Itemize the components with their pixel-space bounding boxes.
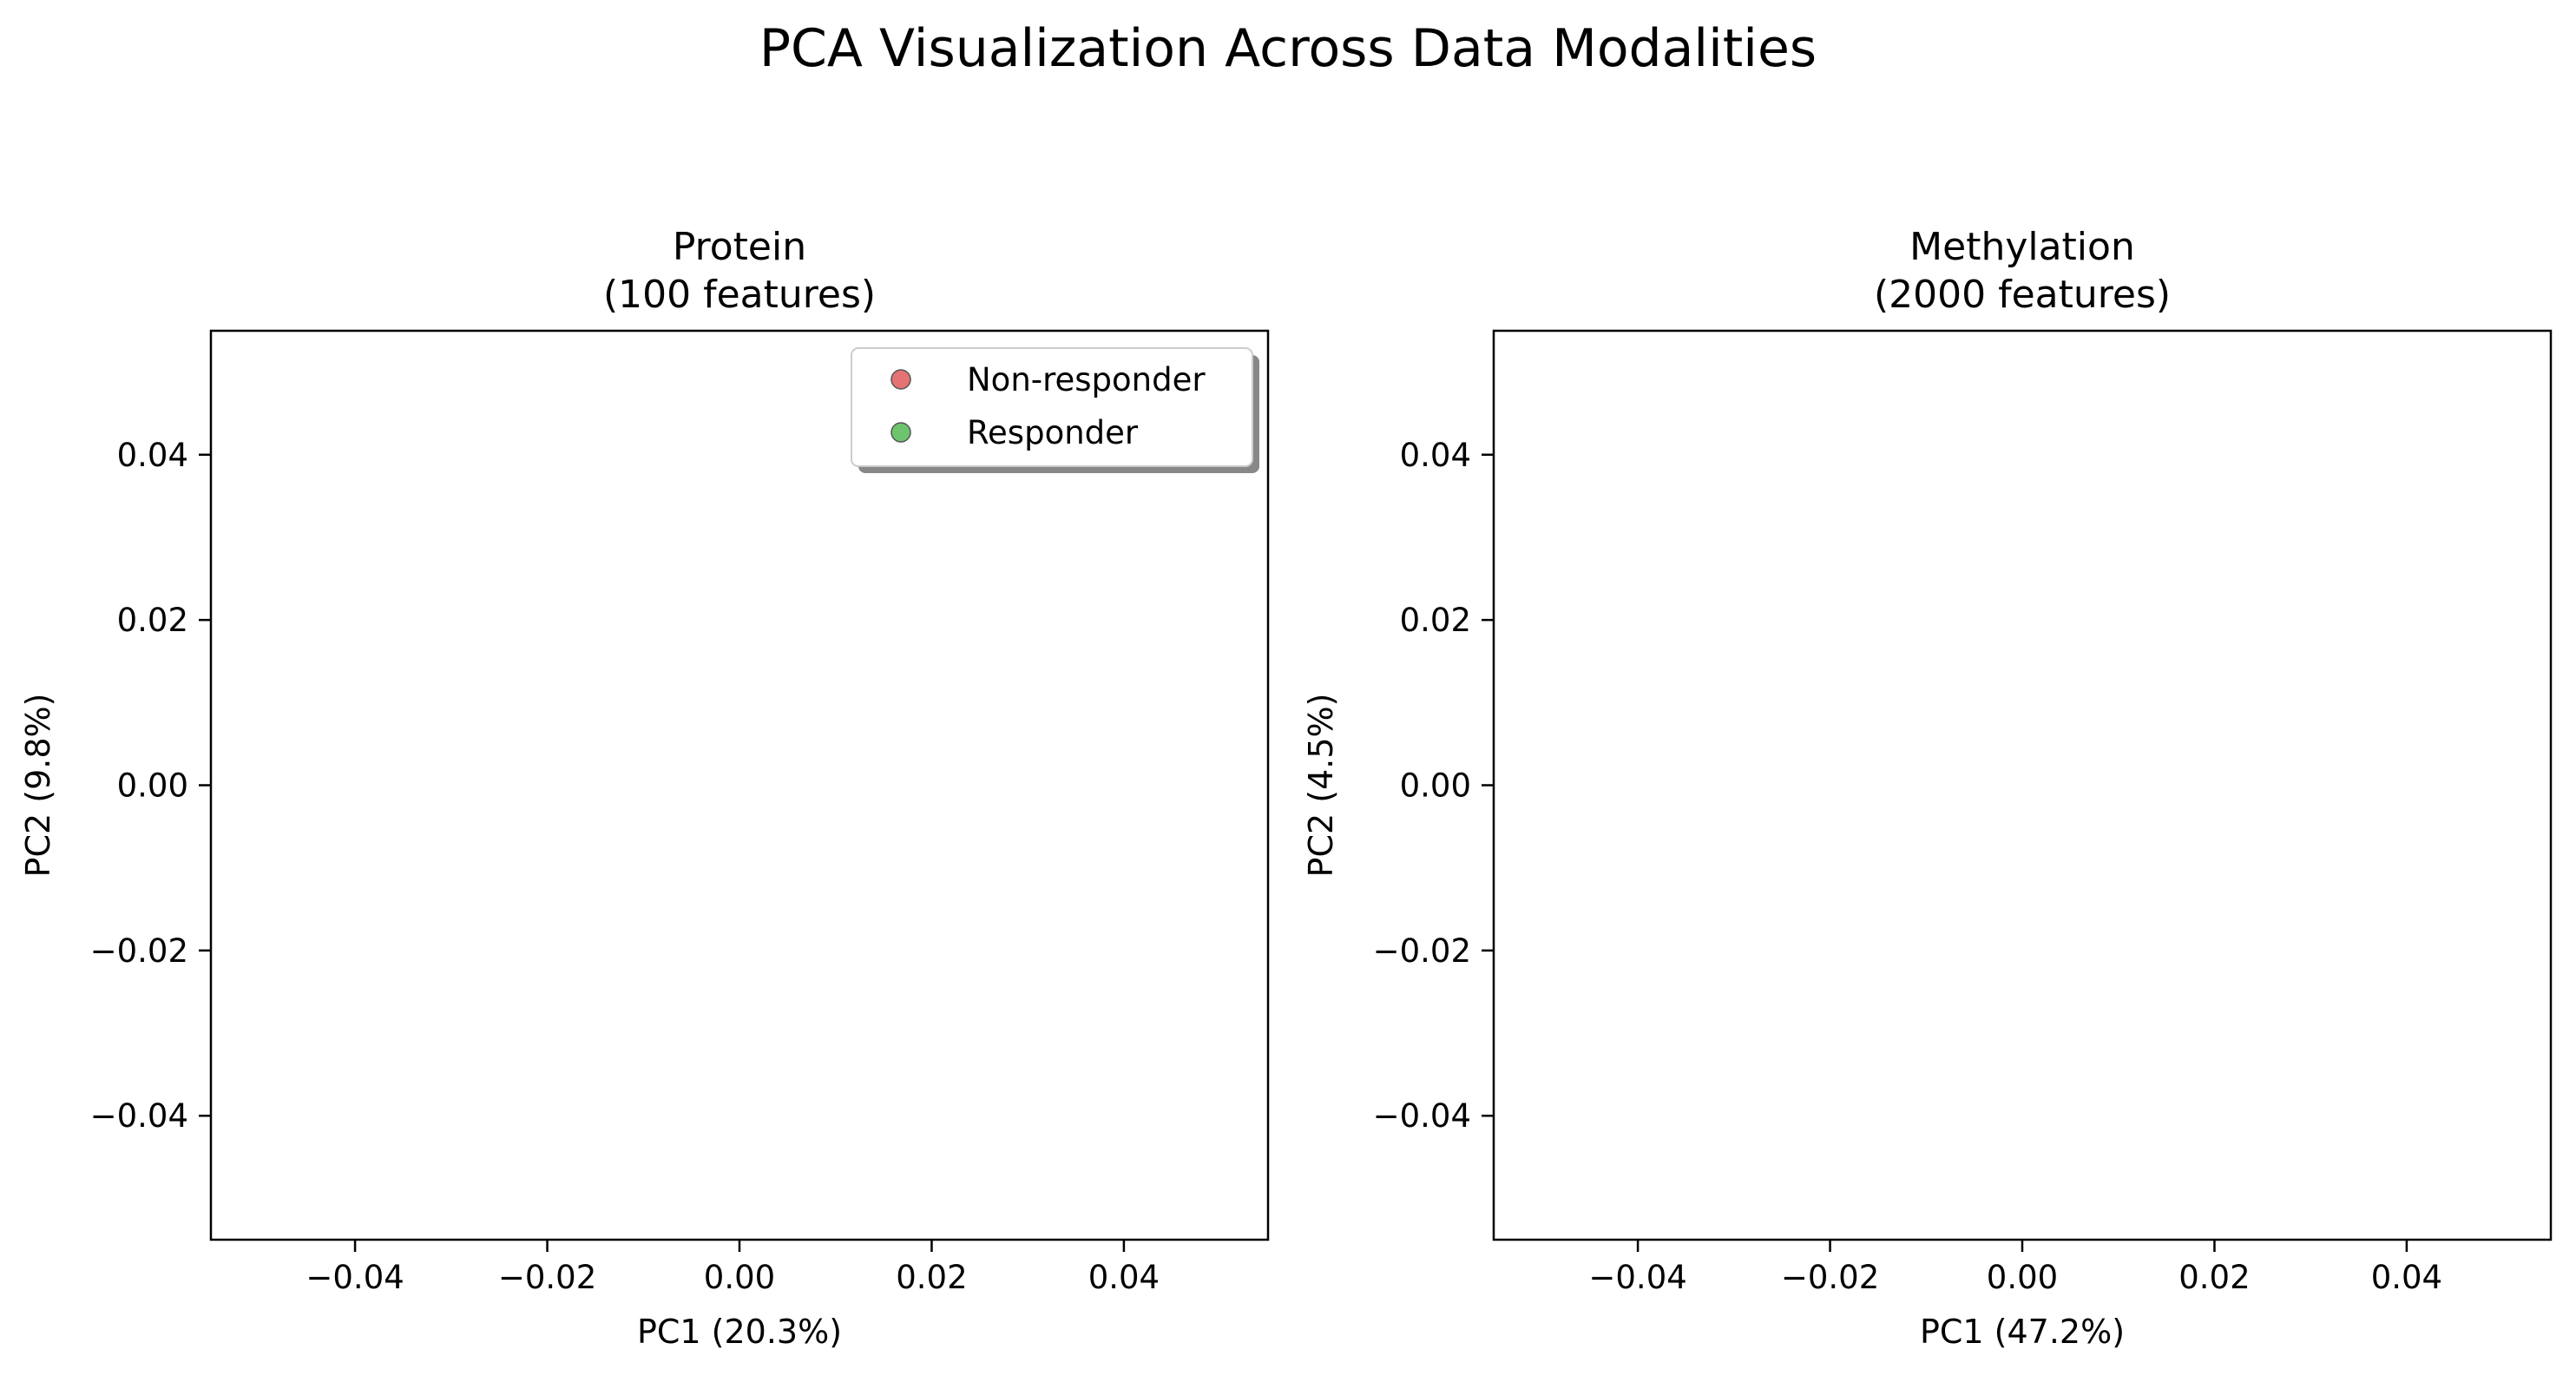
legend-marker: [890, 369, 911, 390]
y-tick-label: −0.04: [1373, 1097, 1471, 1135]
x-tick-label: −0.04: [1588, 1259, 1686, 1296]
y-axis-label: PC2 (9.8%): [19, 694, 57, 878]
legend-label: Responder: [967, 414, 1139, 451]
plot-area-frame: [1492, 329, 2553, 1241]
y-tick-label: 0.00: [1400, 767, 1471, 805]
x-tick-label: −0.02: [1781, 1259, 1879, 1296]
legend: Non-responder Responder: [851, 347, 1259, 473]
figure-title: PCA Visualization Across Data Modalities: [759, 18, 1817, 79]
panel-title: Protein (100 features): [603, 225, 876, 317]
y-tick-label: −0.04: [90, 1097, 188, 1135]
y-tick-label: 0.04: [1400, 437, 1471, 474]
panel-title-line: Protein: [673, 225, 806, 269]
legend-label: Non-responder: [967, 361, 1206, 398]
x-tick-label: 0.04: [2371, 1259, 2442, 1296]
x-tick-label: 0.04: [1088, 1259, 1160, 1296]
x-axis-label: PC1 (20.3%): [637, 1313, 842, 1351]
x-tick-label: 0.02: [2178, 1259, 2250, 1296]
y-tick-label: 0.04: [117, 437, 188, 474]
panel-title-line: Methylation: [1909, 225, 2135, 269]
legend-marker: [890, 422, 911, 443]
y-tick-label: 0.02: [117, 602, 188, 639]
x-tick-label: −0.02: [498, 1259, 596, 1296]
x-tick-label: 0.00: [1987, 1259, 2058, 1296]
y-tick-label: −0.02: [90, 932, 188, 970]
legend-box: [851, 347, 1253, 467]
y-tick-label: 0.00: [117, 767, 188, 805]
y-tick-label: 0.02: [1400, 602, 1471, 639]
chart-panel-2: −0.04 −0.02 0.00 0.02 0.04 −0.04 −0.02 0.00 0.02…: [1302, 225, 2553, 1351]
panel-title-line: (100 features): [603, 273, 876, 317]
panel-title-line: (2000 features): [1874, 273, 2171, 317]
x-tick-label: 0.02: [896, 1259, 967, 1296]
x-tick-label: −0.04: [306, 1259, 404, 1296]
x-tick-label: 0.00: [704, 1259, 775, 1296]
x-axis-label: PC1 (47.2%): [1920, 1313, 2125, 1351]
chart-panel-1: −0.04 −0.02 0.00 0.02 0.04 −0.04 −0.02 0.00 0.02…: [19, 225, 1270, 1351]
y-axis-label: PC2 (4.5%): [1302, 694, 1340, 878]
y-tick-label: −0.02: [1373, 932, 1471, 970]
panel-title: Methylation (2000 features): [1874, 225, 2171, 317]
